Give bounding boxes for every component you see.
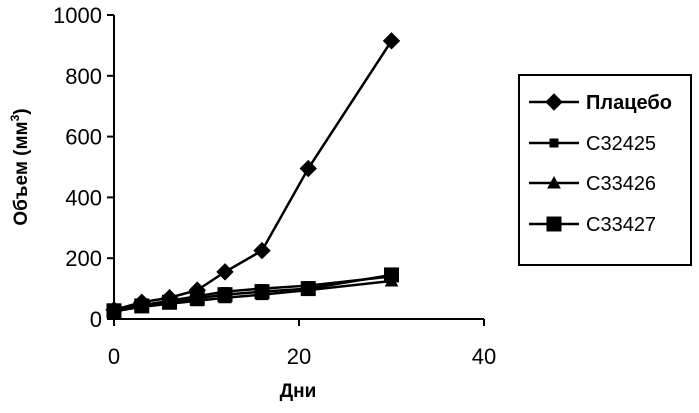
y-axis-title-suffix: ) bbox=[11, 108, 32, 114]
data-point bbox=[254, 243, 270, 259]
x-tick-label: 0 bbox=[108, 344, 120, 369]
data-point bbox=[135, 299, 149, 313]
data-point bbox=[255, 285, 269, 299]
data-point bbox=[385, 268, 399, 282]
x-tick-label: 40 bbox=[472, 344, 496, 369]
data-point bbox=[218, 288, 232, 302]
y-axis-title-main: Объем (мм bbox=[11, 121, 32, 225]
data-point bbox=[217, 264, 233, 280]
x-axis-title: Дни bbox=[280, 381, 317, 402]
series-1 bbox=[106, 33, 400, 318]
series-layer bbox=[106, 33, 400, 318]
series-4 bbox=[107, 268, 399, 318]
y-tick-label: 400 bbox=[65, 185, 102, 210]
y-tick-label: 600 bbox=[65, 125, 102, 150]
legend-swatch-marker bbox=[547, 217, 561, 231]
data-point bbox=[190, 291, 204, 305]
y-tick-label: 0 bbox=[90, 307, 102, 332]
data-point bbox=[384, 33, 400, 49]
legend: Плацебо C32425 C33426 C33427 bbox=[519, 75, 691, 265]
series-line bbox=[114, 41, 392, 310]
data-point bbox=[300, 161, 316, 177]
y-tick-label: 1000 bbox=[53, 3, 102, 28]
data-point bbox=[107, 304, 121, 318]
data-point bbox=[163, 295, 177, 309]
legend-label: C33427 bbox=[586, 214, 656, 236]
series-line bbox=[114, 281, 392, 311]
legend-label: C33426 bbox=[586, 173, 656, 195]
x-ticks: 0 20 40 bbox=[108, 319, 496, 369]
data-point bbox=[301, 282, 315, 296]
y-tick-label: 800 bbox=[65, 64, 102, 89]
y-ticks: 0 200 400 600 800 1000 bbox=[53, 3, 114, 332]
x-tick-label: 20 bbox=[287, 344, 311, 369]
axes bbox=[114, 15, 484, 319]
legend-swatch-marker bbox=[550, 139, 558, 147]
y-tick-label: 200 bbox=[65, 246, 102, 271]
legend-label: C32425 bbox=[586, 133, 656, 155]
y-axis-title: Объем (мм3) bbox=[8, 108, 32, 225]
legend-label: Плацебо bbox=[586, 92, 672, 114]
